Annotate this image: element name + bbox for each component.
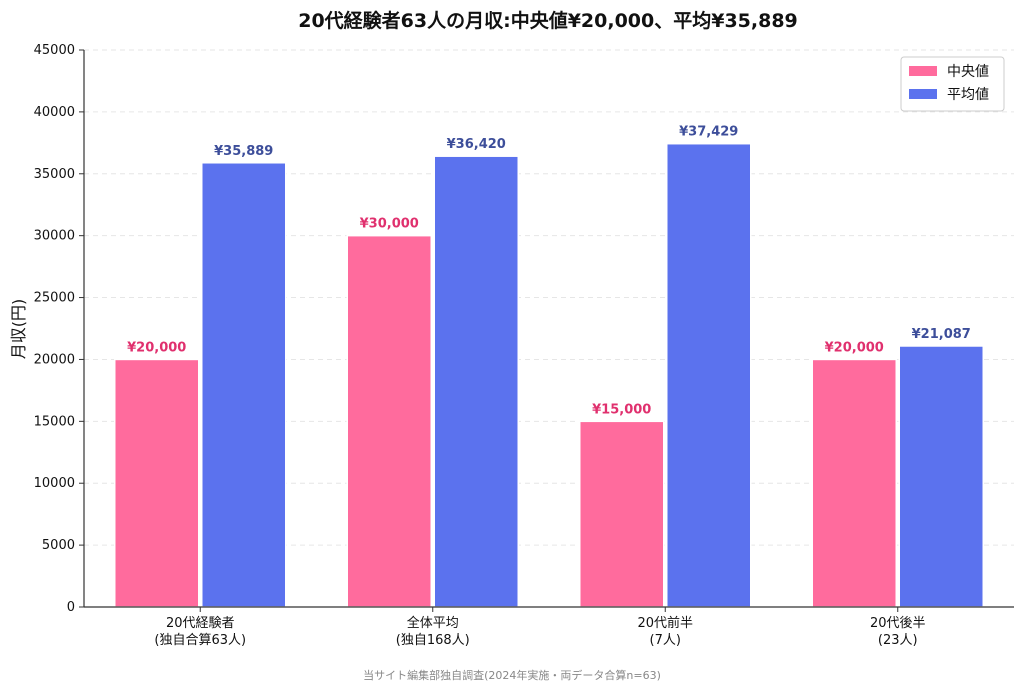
bar-median (811, 358, 897, 608)
data-label: ¥35,889 (214, 144, 273, 159)
data-label: ¥20,000 (127, 340, 186, 355)
x-tick-label: (独自168人) (396, 633, 470, 648)
y-tick-label: 20000 (34, 352, 75, 367)
x-tick-label: (7人) (650, 633, 681, 648)
legend-swatch (909, 89, 937, 99)
labels-layer: ¥20,000 ¥35,889 ¥30,000 ¥36,420 ¥15,000 ¥37,4… (127, 125, 971, 418)
y-tick-label: 35000 (34, 167, 75, 182)
x-tick-label: (独自合算63人) (154, 633, 246, 648)
legend-label: 中央値 (947, 64, 989, 80)
x-tick-label: 20代経験者 (166, 616, 235, 631)
bar-median (346, 234, 432, 608)
bar-mean (666, 142, 752, 608)
source-note: 当サイト編集部独自調査(2024年実施・両データ合算n=63) (363, 668, 661, 682)
y-tick-label: 30000 (34, 229, 75, 244)
bar-mean (201, 162, 287, 608)
bar-median (114, 358, 200, 608)
legend-label: 平均値 (947, 87, 989, 103)
legend-swatch (909, 66, 937, 76)
data-label: ¥36,420 (447, 137, 506, 152)
bars-layer (114, 142, 984, 608)
x-tick-label: 20代後半 (870, 616, 926, 631)
y-tick-label: 45000 (34, 43, 75, 58)
y-tick-label: 25000 (34, 291, 75, 306)
x-tick-label: 20代前半 (637, 615, 693, 631)
bar-median (579, 420, 665, 608)
axes-layer: 0 5000 10000 15000 20000 25000 30000 35000 40000… (34, 43, 1014, 648)
x-tick-label: (23人) (878, 633, 918, 648)
y-tick-label: 10000 (34, 476, 75, 491)
y-axis-label: 月収(円) (9, 299, 28, 360)
chart-title: 20代経験者63人の月収:中央値¥20,000、平均¥35,889 (298, 9, 798, 32)
y-tick-label: 0 (67, 600, 75, 615)
bar-mean (898, 345, 984, 608)
y-tick-label: 40000 (34, 105, 75, 120)
bar-mean (433, 155, 519, 608)
data-label: ¥15,000 (592, 402, 651, 417)
data-label: ¥21,087 (912, 327, 971, 342)
y-tick-label: 5000 (42, 538, 75, 553)
y-tick-label: 15000 (34, 414, 75, 429)
data-label: ¥30,000 (360, 217, 419, 232)
x-tick-label: 全体平均 (407, 615, 459, 631)
data-label: ¥37,429 (679, 125, 738, 140)
data-label: ¥20,000 (825, 340, 884, 355)
